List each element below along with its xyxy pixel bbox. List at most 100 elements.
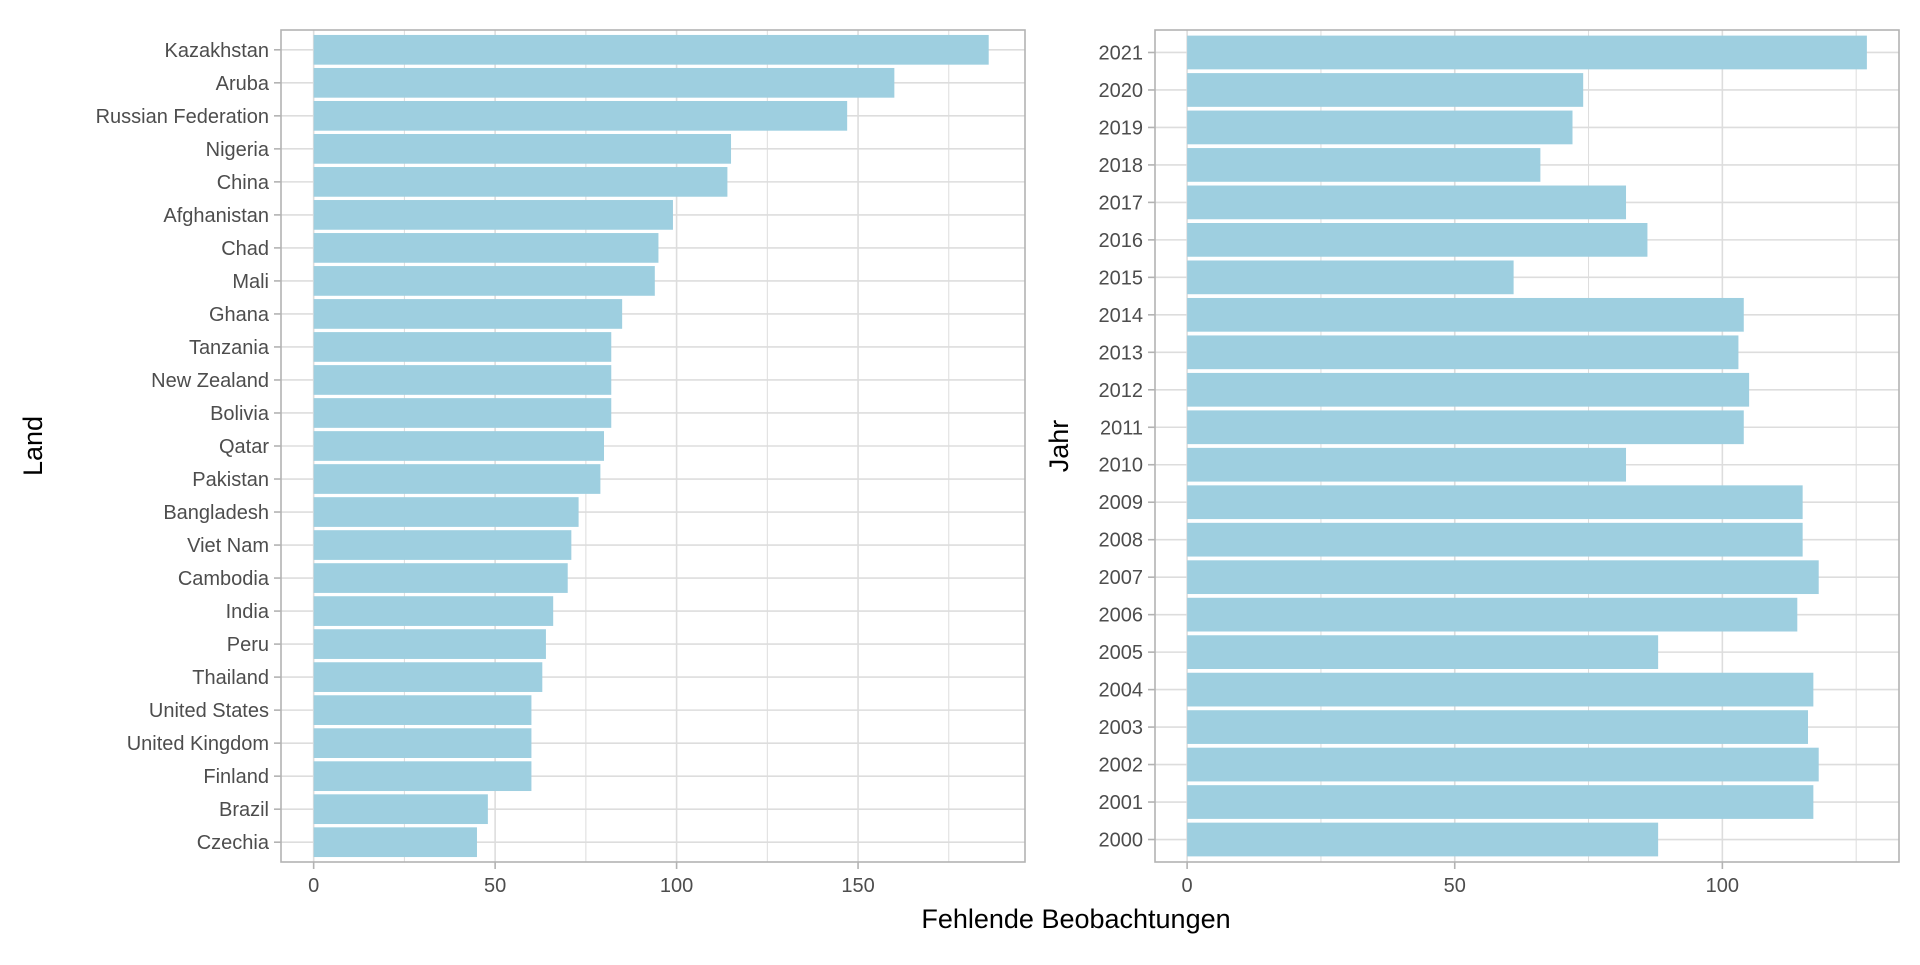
y-tick-label: 2010 (1099, 455, 1144, 477)
y-tick-label: Qatar (219, 436, 269, 458)
bar (313, 794, 488, 825)
x-tick-label: 50 (1444, 875, 1466, 897)
bar (1187, 335, 1739, 370)
y-tick-label: 2002 (1099, 755, 1144, 777)
x-axis-title: Fehlende Beobachtungen (921, 904, 1230, 934)
bar (313, 134, 732, 164)
y-tick-label: 2011 (1100, 417, 1143, 439)
y-tick-label: United Kingdom (127, 733, 269, 755)
y-tick-label: India (226, 601, 270, 623)
bar (1187, 110, 1573, 145)
y-tick-label: 2017 (1099, 192, 1144, 214)
bar (313, 596, 554, 626)
bar (313, 827, 477, 858)
y-tick-label: 2013 (1099, 342, 1144, 364)
bar (1187, 73, 1584, 107)
y-tick-label: 2006 (1099, 605, 1144, 627)
bar (1187, 597, 1798, 632)
y-tick-label: Nigeria (206, 139, 270, 161)
y-tick-label: Finland (203, 766, 269, 788)
x-tick-label: 100 (1706, 875, 1739, 897)
y-tick-label: 2015 (1099, 267, 1144, 289)
y-tick-label: Thailand (192, 667, 269, 689)
x-tick-label: 0 (308, 875, 319, 897)
y-tick-label: Pakistan (192, 469, 269, 491)
y-tick-label: Bangladesh (163, 502, 269, 524)
bar (313, 200, 673, 230)
bar (313, 761, 532, 792)
y-tick-label: Bolivia (210, 403, 270, 425)
bar (1187, 672, 1814, 707)
bar (313, 34, 989, 65)
bar (1187, 223, 1648, 257)
y-tick-label: China (217, 172, 270, 194)
bar (1187, 148, 1541, 182)
bar (313, 464, 601, 494)
bar (313, 266, 655, 296)
y-tick-label: 2020 (1099, 80, 1144, 102)
x-tick-label: 150 (841, 875, 874, 897)
bar (1187, 260, 1514, 295)
bar (1187, 447, 1627, 482)
bar (1187, 635, 1659, 669)
bar (1187, 785, 1814, 819)
bar (1187, 35, 1867, 70)
y-tick-label: 2019 (1099, 117, 1144, 139)
bar (313, 167, 728, 197)
bar (313, 100, 848, 131)
y-tick-label: Russian Federation (96, 106, 269, 128)
bar (1187, 485, 1803, 520)
bar (1187, 410, 1744, 445)
bar (1187, 297, 1744, 332)
bar (313, 431, 605, 461)
bar (313, 695, 532, 725)
bar (1187, 372, 1750, 407)
bar (313, 365, 612, 395)
y-tick-label: 2008 (1099, 530, 1144, 552)
bar (313, 332, 612, 362)
y-axis-title: Jahr (1044, 420, 1074, 473)
y-tick-label: Viet Nam (187, 535, 269, 557)
y-tick-label: Czechia (197, 832, 270, 854)
y-tick-label: Aruba (216, 73, 270, 95)
bar (313, 563, 568, 593)
y-tick-label: 2003 (1099, 717, 1144, 739)
y-tick-label: 2001 (1099, 792, 1144, 814)
y-tick-label: 2014 (1099, 305, 1144, 327)
bar (313, 398, 612, 428)
y-axis-title: Land (18, 416, 48, 476)
y-tick-label: 2012 (1099, 380, 1144, 402)
bar (1187, 185, 1627, 220)
y-tick-label: Cambodia (178, 568, 270, 590)
bar (313, 728, 532, 758)
y-tick-label: United States (149, 700, 269, 722)
bar (1187, 560, 1819, 595)
y-tick-label: 2007 (1099, 567, 1144, 589)
bar (313, 299, 623, 329)
y-tick-label: 2009 (1099, 492, 1144, 514)
x-tick-label: 0 (1182, 875, 1193, 897)
y-tick-label: 2016 (1099, 230, 1144, 252)
bar (313, 497, 579, 527)
bar (1187, 822, 1659, 857)
y-tick-label: Afghanistan (163, 205, 269, 227)
y-tick-label: 2005 (1099, 642, 1144, 664)
y-tick-label: Brazil (219, 799, 269, 821)
panel-jahr: 2021 2020 2019 2018 2017 2016 2015 2014 2013 2012… (1044, 29, 1900, 897)
bar (313, 629, 546, 659)
y-tick-label: Kazakhstan (164, 40, 269, 62)
y-tick-label: 2004 (1099, 680, 1144, 702)
x-tick-label: 100 (660, 875, 693, 897)
bar (1187, 710, 1809, 744)
x-tick-label: 50 (484, 875, 506, 897)
bar (313, 530, 572, 560)
y-tick-label: New Zealand (151, 370, 269, 392)
bar (313, 662, 543, 692)
panel-border (1154, 29, 1900, 863)
bar (313, 233, 659, 263)
y-tick-label: Chad (221, 238, 269, 260)
y-tick-label: Peru (227, 634, 269, 656)
y-tick-label: Mali (232, 271, 269, 293)
y-tick-label: Tanzania (189, 337, 270, 359)
